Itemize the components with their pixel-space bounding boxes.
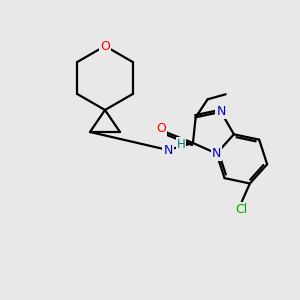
Text: H: H: [177, 137, 185, 151]
Text: N: N: [163, 143, 173, 157]
Text: Cl: Cl: [236, 203, 248, 216]
Text: N: N: [212, 147, 221, 160]
Text: N: N: [216, 105, 226, 119]
Text: O: O: [156, 122, 166, 136]
Text: O: O: [100, 40, 110, 52]
